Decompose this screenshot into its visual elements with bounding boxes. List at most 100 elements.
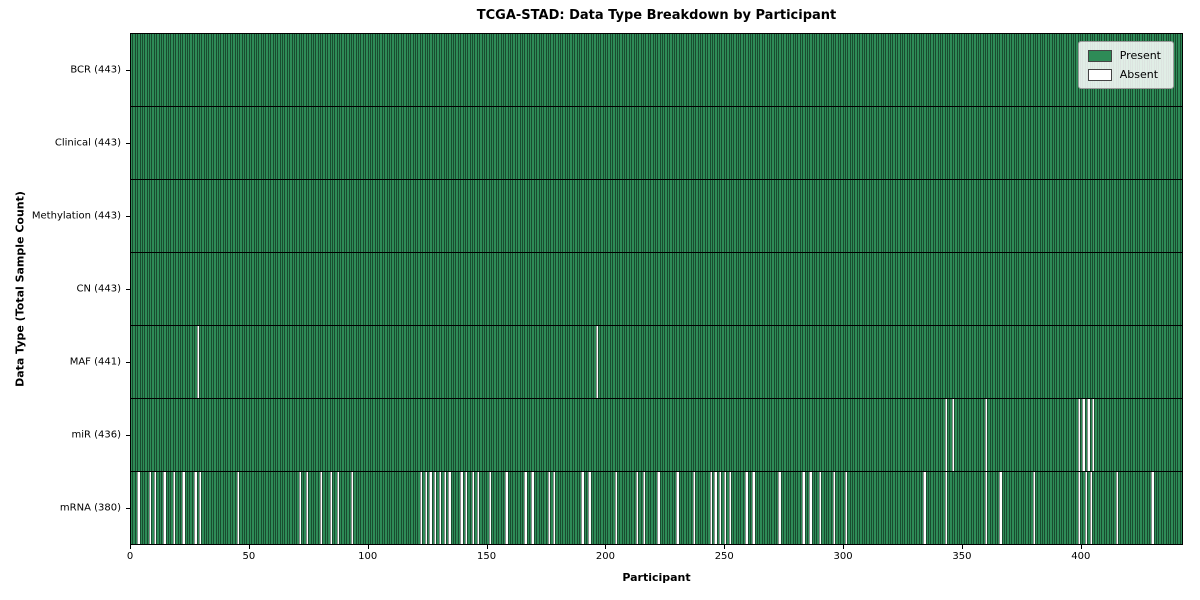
cell-present bbox=[396, 180, 399, 252]
cell-present bbox=[153, 253, 157, 325]
cell-present bbox=[251, 180, 254, 252]
cell-present bbox=[308, 472, 311, 544]
cell-present bbox=[747, 107, 750, 179]
cell-present bbox=[671, 253, 674, 325]
cell-present bbox=[462, 253, 465, 325]
cell-present bbox=[640, 253, 643, 325]
cell-present bbox=[733, 399, 736, 471]
cell-present bbox=[151, 180, 154, 252]
cell-present bbox=[899, 472, 902, 544]
cell-present bbox=[472, 34, 475, 106]
cell-present bbox=[752, 34, 755, 106]
cell-present bbox=[1158, 326, 1161, 398]
cell-present bbox=[189, 472, 192, 544]
cell-present bbox=[251, 472, 254, 544]
cell-present bbox=[348, 107, 351, 179]
cell-present bbox=[1004, 399, 1007, 471]
cell-present bbox=[384, 253, 387, 325]
cell-present bbox=[968, 399, 971, 471]
cell-present bbox=[132, 472, 135, 544]
cell-present bbox=[650, 34, 653, 106]
cell-present bbox=[1015, 326, 1019, 398]
cell-present bbox=[179, 34, 183, 106]
cell-present bbox=[828, 253, 831, 325]
cell-present bbox=[628, 180, 632, 252]
cell-present bbox=[692, 180, 696, 252]
y-tick-marks bbox=[126, 33, 130, 545]
cell-absent bbox=[336, 472, 339, 544]
cell-present bbox=[341, 180, 344, 252]
cell-present bbox=[621, 253, 624, 325]
cell-present bbox=[481, 326, 484, 398]
cell-present bbox=[571, 180, 575, 252]
cell-present bbox=[600, 326, 603, 398]
cell-present bbox=[973, 107, 976, 179]
cell-present bbox=[947, 107, 950, 179]
cell-present bbox=[825, 326, 829, 398]
cell-present bbox=[417, 34, 420, 106]
cell-present bbox=[491, 326, 494, 398]
cell-present bbox=[388, 326, 392, 398]
cell-present bbox=[733, 326, 736, 398]
cell-present bbox=[1099, 472, 1102, 544]
cell-present bbox=[365, 472, 368, 544]
cell-present bbox=[510, 253, 513, 325]
cell-present bbox=[472, 399, 475, 471]
cell-present bbox=[331, 107, 335, 179]
cell-present bbox=[901, 253, 905, 325]
cell-present bbox=[719, 180, 722, 252]
cell-present bbox=[785, 472, 788, 544]
cell-present bbox=[279, 326, 282, 398]
cell-present bbox=[550, 472, 553, 544]
cell-present bbox=[146, 107, 149, 179]
cell-present bbox=[643, 34, 646, 106]
cell-present bbox=[258, 34, 261, 106]
cell-present bbox=[790, 34, 793, 106]
y-tick-label-methylation: Methylation (443) bbox=[31, 210, 121, 222]
cell-present bbox=[203, 326, 206, 398]
cell-present bbox=[996, 107, 1000, 179]
cell-present bbox=[1153, 107, 1156, 179]
cell-present bbox=[690, 326, 693, 398]
cell-present bbox=[151, 34, 154, 106]
cell-present bbox=[1108, 107, 1111, 179]
cell-present bbox=[191, 253, 195, 325]
cell-present bbox=[559, 34, 563, 106]
cell-present bbox=[624, 326, 627, 398]
cell-absent bbox=[236, 472, 240, 544]
cell-present bbox=[616, 399, 620, 471]
cell-present bbox=[1006, 326, 1009, 398]
cell-present bbox=[524, 107, 527, 179]
cell-present bbox=[550, 34, 553, 106]
cell-present bbox=[823, 472, 826, 544]
cell-present bbox=[317, 253, 320, 325]
cell-present bbox=[350, 34, 354, 106]
cell-present bbox=[783, 253, 786, 325]
cell-present bbox=[647, 472, 651, 544]
cell-present bbox=[1139, 472, 1142, 544]
cell-present bbox=[533, 399, 537, 471]
cell-present bbox=[225, 180, 228, 252]
cell-present bbox=[567, 399, 570, 471]
cell-present bbox=[529, 472, 532, 544]
cell-present bbox=[239, 399, 242, 471]
cell-present bbox=[417, 107, 420, 179]
cell-present bbox=[752, 107, 755, 179]
cell-present bbox=[441, 472, 444, 544]
cell-present bbox=[944, 253, 947, 325]
cell-present bbox=[1103, 399, 1107, 471]
cell-absent bbox=[944, 472, 947, 544]
cell-present bbox=[835, 107, 838, 179]
cell-present bbox=[160, 107, 164, 179]
cell-present bbox=[975, 399, 978, 471]
cell-present bbox=[374, 107, 377, 179]
cell-present bbox=[137, 253, 140, 325]
cell-present bbox=[343, 472, 347, 544]
cell-present bbox=[847, 180, 850, 252]
cell-present bbox=[633, 472, 636, 544]
x-tick-label: 150 bbox=[476, 551, 497, 562]
cell-present bbox=[614, 180, 617, 252]
cell-present bbox=[1011, 107, 1014, 179]
cell-present bbox=[973, 253, 976, 325]
